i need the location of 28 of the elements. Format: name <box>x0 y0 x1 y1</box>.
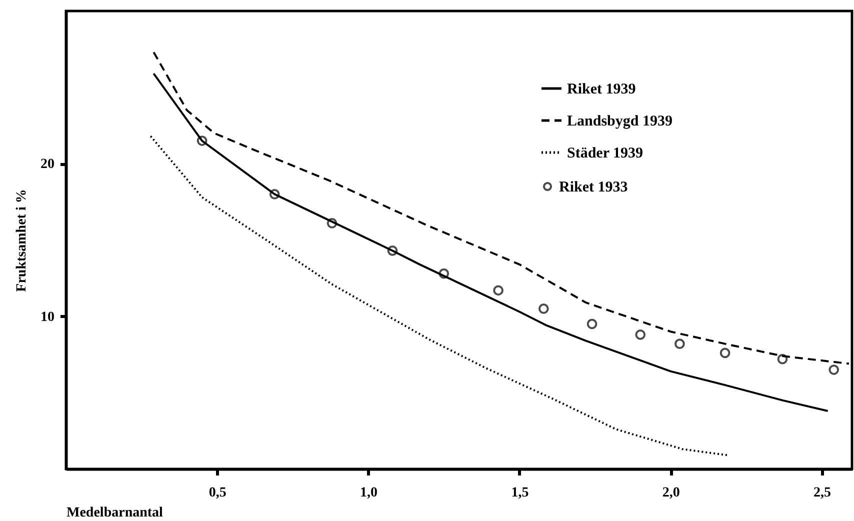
x-axis-title: Medelbarnantal <box>66 506 164 520</box>
legend-label: Riket 1933 <box>559 180 628 196</box>
point <box>387 246 398 256</box>
point <box>196 136 208 146</box>
line-series <box>150 135 730 456</box>
line-series <box>152 72 829 412</box>
point <box>674 338 685 349</box>
point <box>828 364 840 375</box>
legend-label: Landsbygd 1939 <box>567 114 672 130</box>
point <box>586 318 598 330</box>
point <box>777 354 788 364</box>
x-tick-label: 0,5 <box>208 486 226 500</box>
point <box>538 304 549 314</box>
y-axis-title: Fruktsamhet i % <box>14 189 30 292</box>
legend-label: Städer 1939 <box>567 146 643 162</box>
x-tick-label: 1,5 <box>511 486 529 500</box>
point <box>438 268 450 279</box>
point <box>635 329 646 340</box>
point <box>720 348 730 358</box>
legend-label: Riket 1939 <box>567 82 636 98</box>
y-tick-label: 10 <box>40 310 54 325</box>
x-tick-label: 2,5 <box>814 486 832 500</box>
x-tick-label: 1,0 <box>360 486 378 500</box>
point <box>493 285 504 296</box>
y-tick-label: 20 <box>40 157 54 172</box>
point <box>269 189 280 200</box>
point <box>326 218 338 228</box>
x-tick-label: 2,0 <box>662 486 680 500</box>
